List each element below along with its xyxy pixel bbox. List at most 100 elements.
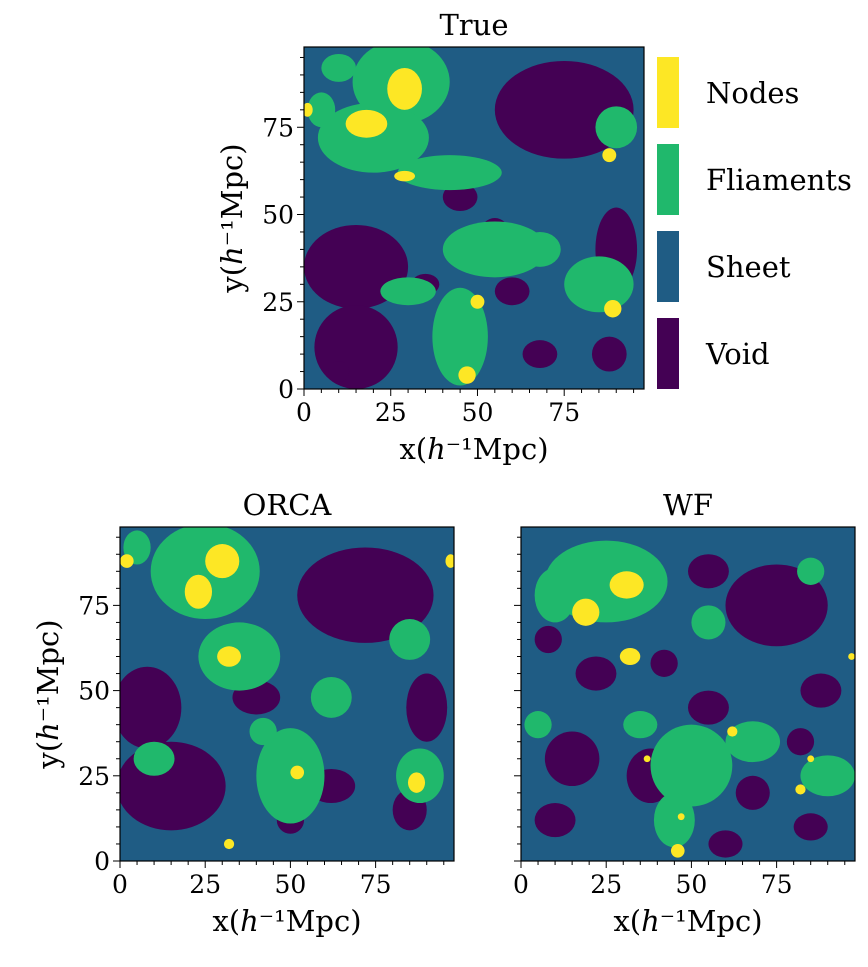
filament-region <box>307 92 336 128</box>
x-tick-label: 0 <box>296 398 312 427</box>
node-region <box>120 554 134 568</box>
panel-title: ORCA <box>243 488 333 522</box>
y-tick-label: 75 <box>262 113 294 142</box>
x-tick-label: 50 <box>275 870 307 899</box>
void-region <box>725 564 828 647</box>
void-region <box>591 336 627 372</box>
void-region <box>688 554 729 589</box>
y-tick-label: 0 <box>278 375 294 404</box>
legend-label-void: Void <box>705 337 770 371</box>
filament-region <box>310 676 352 718</box>
axes-frame <box>520 526 856 862</box>
node-region <box>619 647 641 666</box>
node-region <box>677 813 685 821</box>
heatmap-field <box>120 527 454 861</box>
node-region <box>727 726 738 737</box>
filament-region <box>691 605 726 640</box>
void-region <box>575 656 617 691</box>
node-region <box>670 843 685 858</box>
filament-region <box>564 256 634 313</box>
filament-region <box>650 724 733 807</box>
legend-swatch-sheet <box>657 231 679 302</box>
x-tick-label: 75 <box>761 870 793 899</box>
void-region <box>544 731 600 787</box>
void-region <box>800 673 842 708</box>
void-region <box>406 673 448 742</box>
node-region <box>445 554 454 568</box>
node-region <box>407 772 426 793</box>
filament-region <box>380 277 436 306</box>
filament-region <box>725 721 781 763</box>
void-region <box>522 340 558 369</box>
node-region <box>345 109 388 138</box>
node-region <box>470 294 485 309</box>
filament-region <box>797 557 825 585</box>
filament-region <box>800 755 855 797</box>
legend-label-sheet: Sheet <box>706 250 791 284</box>
y-tick-label: 25 <box>78 762 110 791</box>
y-tick-label: 75 <box>78 591 110 620</box>
legend-swatch-fliaments <box>657 144 679 215</box>
panel-wf: WF 0 25 50 75 x(h⁻¹Mpc) <box>513 488 856 938</box>
x-tick-label: 25 <box>375 398 407 427</box>
panel-title: True <box>439 8 508 42</box>
heatmap-field <box>521 527 855 861</box>
y-axis-label: y(h⁻¹Mpc) <box>215 143 249 293</box>
void-region <box>534 803 576 838</box>
legend-label-fliaments: Fliaments <box>706 163 852 197</box>
heatmap-field <box>304 47 644 389</box>
node-region <box>807 755 815 763</box>
node-region <box>184 574 213 609</box>
node-region <box>604 300 622 318</box>
x-tick-label: 75 <box>548 398 580 427</box>
void-region <box>735 775 770 810</box>
node-region <box>458 366 476 384</box>
x-axis-label: x(h⁻¹Mpc) <box>613 904 762 938</box>
filament-region <box>623 711 658 739</box>
void-region <box>708 830 743 858</box>
filament-region <box>524 711 552 739</box>
panel-title: WF <box>663 488 713 522</box>
x-tick-label: 0 <box>513 870 529 899</box>
legend-swatch-void <box>657 318 679 389</box>
legend: Nodes Fliaments Sheet Void <box>657 57 852 389</box>
filament-region <box>133 741 175 776</box>
filament-region <box>389 619 431 660</box>
x-tick-label: 75 <box>360 870 392 899</box>
node-region <box>848 653 855 660</box>
node-region <box>795 784 806 795</box>
filament-region <box>256 728 325 824</box>
filament-region <box>442 221 547 278</box>
node-region <box>602 148 617 163</box>
node-region <box>304 102 313 117</box>
void-region <box>442 183 478 212</box>
x-axis-label: x(h⁻¹Mpc) <box>212 904 361 938</box>
node-region <box>643 755 651 763</box>
y-tick-label: 25 <box>262 288 294 317</box>
filament-region <box>321 53 357 82</box>
y-axis-label: y(h⁻¹Mpc) <box>31 619 65 769</box>
void-region <box>297 547 434 643</box>
x-tick-label: 25 <box>590 870 622 899</box>
filament-region <box>317 102 429 173</box>
x-tick-label: 0 <box>112 870 128 899</box>
x-axis-label: x(h⁻¹Mpc) <box>399 432 548 466</box>
y-tick-label: 0 <box>94 847 110 876</box>
void-region <box>328 361 350 383</box>
filament-region <box>519 231 561 267</box>
x-tick-label: 50 <box>462 398 494 427</box>
node-region <box>609 571 644 599</box>
node-region <box>223 838 235 850</box>
void-region <box>793 813 828 841</box>
legend-label-nodes: Nodes <box>706 76 799 110</box>
void-region <box>314 305 398 389</box>
void-region <box>494 277 530 306</box>
panel-orca: ORCA 0 25 50 75 0 25 50 75 y(h⁻¹Mpc) x(h⁻¹Mpc) <box>31 488 455 938</box>
node-region <box>394 170 416 182</box>
filament-region <box>397 155 502 191</box>
filament-region <box>432 287 488 386</box>
void-region <box>650 649 678 677</box>
void-region <box>786 728 815 756</box>
node-region <box>572 598 600 626</box>
